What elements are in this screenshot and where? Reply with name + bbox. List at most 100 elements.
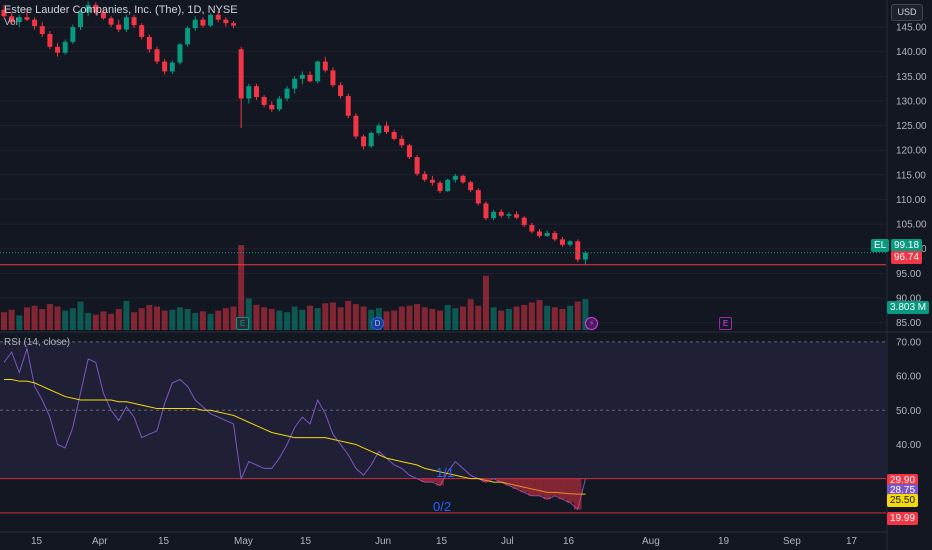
candle-body xyxy=(78,12,83,28)
time-tick-label: 15 xyxy=(436,536,448,547)
volume-bar xyxy=(85,313,92,330)
upcoming-earnings-icon[interactable]: E xyxy=(719,317,732,330)
candle-body xyxy=(200,19,206,26)
candle-body xyxy=(39,26,45,34)
candle-body xyxy=(253,86,259,98)
candle-body xyxy=(154,49,160,62)
volume-bar xyxy=(62,310,69,330)
candle-body xyxy=(368,132,374,147)
rsi-tick-label: 50.00 xyxy=(896,406,921,417)
candle-body xyxy=(575,241,581,260)
candle-body xyxy=(16,17,22,23)
volume-bar xyxy=(307,305,313,330)
rsi-legend[interactable]: RSI (14, close) xyxy=(4,337,71,348)
candle-body xyxy=(582,252,588,260)
candle-body xyxy=(292,78,298,89)
candle-body xyxy=(55,46,61,53)
time-tick-label: 19 xyxy=(718,536,730,547)
volume-bar xyxy=(352,304,359,330)
volume-bar xyxy=(482,275,489,330)
volume-legend[interactable]: Vol xyxy=(4,17,18,28)
time-tick-label: Jul xyxy=(501,536,514,547)
price-tick-label: 125.00 xyxy=(896,121,927,132)
candle-body xyxy=(422,173,428,180)
candle-body xyxy=(47,33,53,47)
rsi-tick-label: 70.00 xyxy=(896,337,921,348)
volume-bar xyxy=(161,310,168,330)
candle-body xyxy=(269,104,275,110)
volume-bar xyxy=(567,305,574,330)
price-tick-label: 110.00 xyxy=(896,195,926,206)
candle-body xyxy=(1,9,7,17)
volume-bar xyxy=(169,309,176,330)
candle-body xyxy=(261,97,267,105)
volume-bar xyxy=(521,304,528,330)
volume-bar xyxy=(391,310,398,330)
dividend-event-icon[interactable]: D xyxy=(371,317,384,330)
volume-bar xyxy=(329,302,336,330)
time-tick-label: Aug xyxy=(642,536,660,547)
candle-body xyxy=(437,182,443,192)
candle-body xyxy=(231,23,236,26)
candle-body xyxy=(330,70,336,86)
volume-bar xyxy=(322,303,329,330)
candles xyxy=(0,1,886,266)
last-price-badge: 99.18 xyxy=(891,239,923,252)
volume-bar xyxy=(176,307,183,330)
symbol-title[interactable]: Estee Lauder Companies, Inc. (The), 1D, … xyxy=(4,4,238,16)
price-tick-label: 115.00 xyxy=(896,170,926,181)
price-tick-label: 135.00 xyxy=(896,72,927,83)
candle-body xyxy=(146,36,152,50)
candle-body xyxy=(498,211,504,216)
volume-bar xyxy=(8,309,15,330)
candle-body xyxy=(62,41,68,53)
price-tick-label: 105.00 xyxy=(896,220,927,231)
volume-bar xyxy=(23,307,30,330)
candle-body xyxy=(406,145,412,158)
candle-body xyxy=(100,12,106,19)
candle-body xyxy=(299,74,305,79)
divergence-annotation-top: 1/1 xyxy=(436,465,455,480)
earnings-event-icon[interactable]: E xyxy=(236,317,249,330)
price-tick-label: 145.00 xyxy=(896,23,927,34)
candle-body xyxy=(108,18,114,25)
rsi-pane xyxy=(0,341,886,514)
candle-body xyxy=(85,4,91,13)
candle-body xyxy=(9,16,15,23)
volume-bar xyxy=(268,308,275,330)
volume-bar xyxy=(582,299,589,330)
volume-bar xyxy=(505,308,512,330)
candle-body xyxy=(162,61,168,72)
candle-body xyxy=(246,86,252,99)
volume-bar xyxy=(192,313,199,330)
volume-bar xyxy=(31,305,38,330)
currency-button[interactable]: USD xyxy=(891,4,923,21)
split-event-icon[interactable]: ⚡ xyxy=(585,317,598,330)
candle-body xyxy=(284,88,290,99)
candle-body xyxy=(131,17,137,26)
time-tick-label: 15 xyxy=(300,536,312,547)
candle-body xyxy=(238,49,244,99)
candle-body xyxy=(391,132,397,139)
volume-bar xyxy=(414,304,421,330)
candle-body xyxy=(544,232,550,236)
candle-body xyxy=(353,115,359,137)
time-tick-label: 15 xyxy=(31,536,43,547)
volume-bar xyxy=(154,306,160,330)
volume-bar xyxy=(54,306,61,330)
candle-body xyxy=(468,182,474,191)
volume-badge: 3.803 M xyxy=(887,301,930,314)
volume-bar xyxy=(184,308,191,330)
candle-body xyxy=(506,214,512,216)
candle-body xyxy=(116,24,122,30)
candle-body xyxy=(361,136,367,147)
volume-bar xyxy=(146,304,153,330)
time-tick-label: Jun xyxy=(375,536,391,547)
volume-bar xyxy=(574,301,581,330)
volume-bar xyxy=(467,299,474,330)
level-badge: 96.74 xyxy=(891,251,923,264)
volume-bar xyxy=(245,298,252,330)
candle-body xyxy=(315,61,321,82)
candle-body xyxy=(552,232,558,240)
